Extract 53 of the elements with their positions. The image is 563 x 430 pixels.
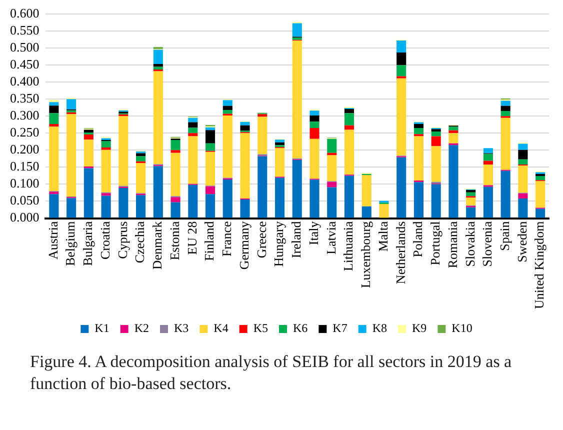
x-tick-label: Germany: [236, 220, 252, 270]
legend-label: K6: [293, 321, 308, 336]
y-tick-label: 0.150: [10, 158, 40, 174]
x-tick-label: Spain: [496, 220, 512, 251]
y-tick-label: 0.050: [10, 192, 40, 208]
x-tick-label: Croatia: [97, 221, 112, 260]
x-tick-label: Romania: [444, 221, 460, 268]
x-tick-label: Greece: [254, 221, 269, 258]
legend-label: K9: [412, 321, 427, 336]
x-tick-label: Austria: [45, 221, 60, 260]
y-tick-label: 0.500: [10, 39, 40, 54]
x-tick-label: Ireland: [288, 220, 304, 258]
y-tick-label: 0.100: [10, 176, 40, 191]
y-tick-label: 0.350: [10, 90, 40, 106]
x-tick-label: France: [219, 221, 234, 257]
legend-label: K8: [372, 321, 388, 336]
legend-label: K4: [214, 321, 228, 336]
x-tick-label: Denmark: [150, 220, 165, 270]
y-tick-label: 0.450: [10, 56, 40, 72]
legend-label: K1: [94, 321, 110, 336]
x-tick-label: Netherlands: [392, 221, 408, 284]
x-tick-label: Hungary: [271, 220, 286, 267]
x-tick-label: Lithuania: [340, 221, 356, 272]
x-tick-label: Portugal: [428, 220, 443, 266]
x-tick-label: Bulgaria: [80, 221, 96, 266]
legend-label: K3: [174, 321, 189, 336]
x-tick-label: Luxembourg: [358, 220, 374, 288]
y-tick-label: 0.550: [10, 22, 40, 38]
y-tick-label: 0.400: [10, 74, 40, 89]
legend-label: K10: [452, 321, 472, 336]
x-tick-label: Estonia: [166, 221, 182, 260]
legend-label: K5: [253, 321, 268, 336]
x-tick-label: Cyprus: [114, 221, 130, 259]
x-tick-label: Slovenia: [480, 221, 495, 267]
y-tick-label: 0.250: [10, 124, 40, 140]
x-tick-label: Finland: [202, 220, 217, 261]
x-tick-label: Czechia: [132, 221, 148, 264]
x-tick-label: Belgium: [62, 221, 78, 266]
y-tick-label: 0.300: [10, 108, 40, 123]
x-tick-label: Latvia: [323, 221, 338, 254]
x-tick-label: Slovakia: [462, 221, 478, 267]
legend-label: K2: [134, 321, 150, 336]
x-tick-label: Poland: [410, 220, 426, 258]
x-tick-label: Sweden: [514, 220, 530, 262]
x-tick-label: Malta: [375, 221, 390, 252]
y-tick-label: 0.200: [10, 142, 40, 157]
x-tick-label: Italy: [306, 220, 321, 246]
y-tick-label: 0.000: [10, 210, 40, 225]
y-tick-label: 0.600: [10, 5, 40, 20]
legend-label: K7: [332, 321, 348, 336]
x-tick-label: EU 28: [184, 221, 200, 255]
x-tick-label: United Kingdom: [532, 221, 547, 310]
caption: Figure 4. A decomposition analysis of SEIB for all sectors in 2019 as a function of bio-based sectors.: [30, 351, 513, 395]
